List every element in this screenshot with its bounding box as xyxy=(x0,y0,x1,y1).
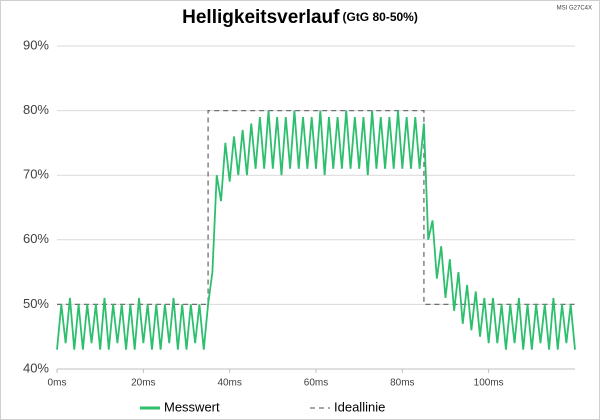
y-tick-label: 80% xyxy=(23,102,49,117)
series-line xyxy=(57,109,575,306)
y-tick-label: 90% xyxy=(23,37,49,52)
x-tick-label: 60ms xyxy=(304,378,328,389)
series-line xyxy=(56,110,576,350)
legend-label: Ideallinie xyxy=(334,399,385,414)
x-tick-label: 0ms xyxy=(48,378,67,389)
x-tick-label: 40ms xyxy=(217,378,241,389)
watermark: MSI G27C4X xyxy=(557,6,592,12)
x-tick-label: 100ms xyxy=(474,378,504,389)
chart-title: Helligkeitsverlauf (GtG 80-50%) xyxy=(182,7,418,28)
y-tick-label: 60% xyxy=(23,231,49,246)
title: Helligkeitsverlauf xyxy=(182,7,340,28)
y-tick-label: 70% xyxy=(23,167,49,182)
x-tick-label: 20ms xyxy=(131,378,155,389)
subtitle: (GtG 80-50%) xyxy=(342,10,417,24)
y-tick-label: 50% xyxy=(23,296,49,311)
x-tick-label: 80ms xyxy=(390,378,414,389)
y-tick-label: 40% xyxy=(23,360,49,375)
legend-label: Messwert xyxy=(164,399,220,414)
